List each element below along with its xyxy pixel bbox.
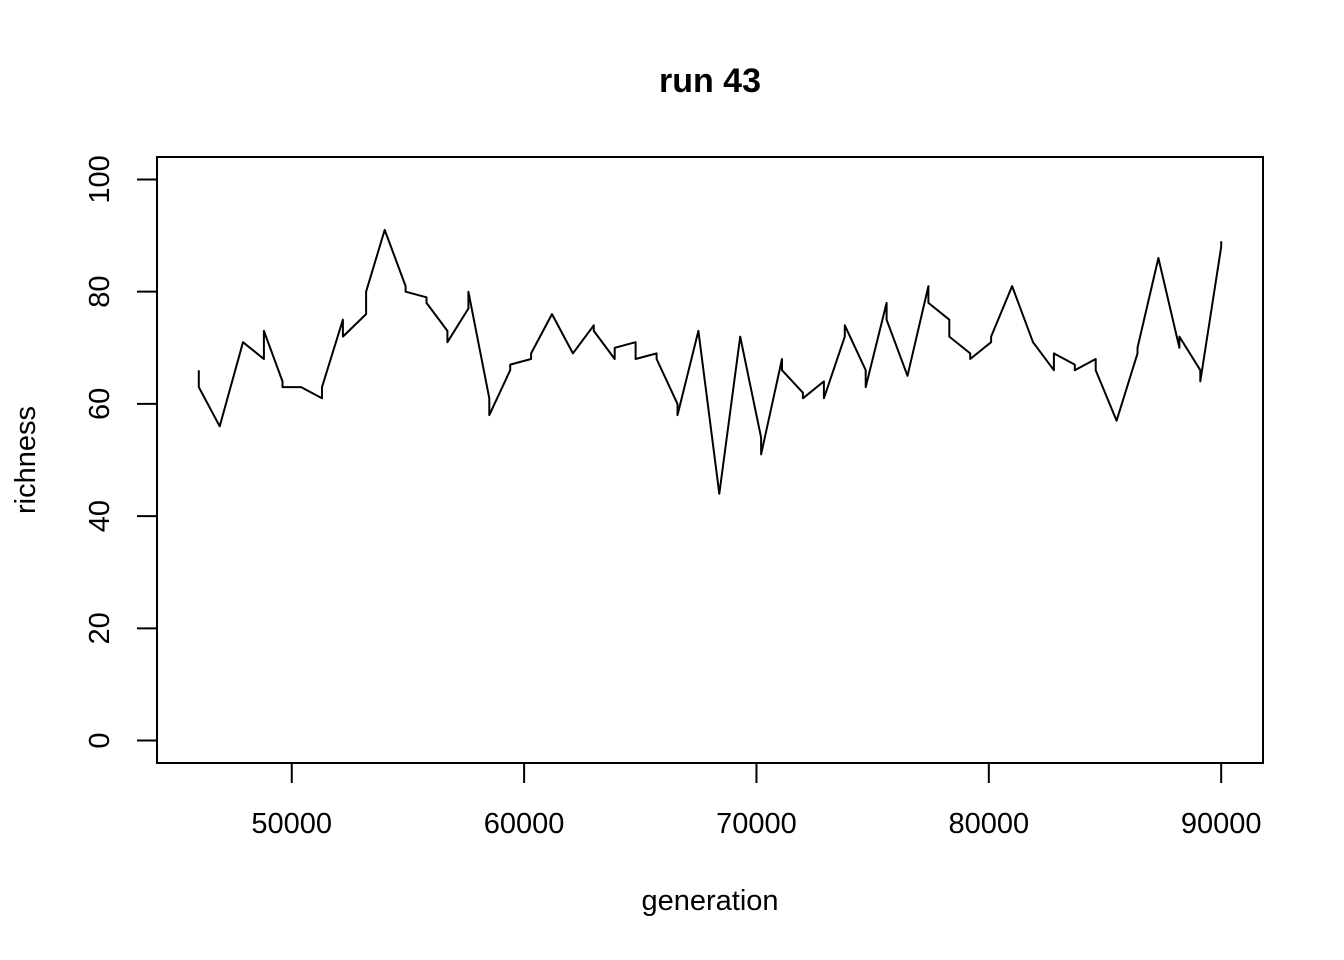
x-tick-label: 60000 bbox=[484, 808, 565, 840]
y-axis: 0 20 40 60 80 100 bbox=[84, 155, 158, 749]
x-tick-label: 80000 bbox=[948, 808, 1029, 840]
x-tick-label: 90000 bbox=[1181, 808, 1262, 840]
y-tick-label: 80 bbox=[84, 276, 116, 308]
x-tick-label: 70000 bbox=[716, 808, 797, 840]
x-axis: 50000 60000 70000 80000 90000 bbox=[251, 762, 1262, 840]
y-tick-label: 60 bbox=[84, 388, 116, 420]
y-axis-title: richness bbox=[10, 406, 42, 514]
x-axis-title: generation bbox=[641, 885, 778, 917]
chart-title: run 43 bbox=[659, 62, 761, 100]
y-tick-label: 0 bbox=[84, 732, 116, 748]
y-tick-label: 40 bbox=[84, 500, 116, 532]
series-line bbox=[197, 228, 1223, 495]
x-tick-label: 50000 bbox=[251, 808, 332, 840]
y-tick-label: 100 bbox=[84, 155, 116, 203]
series-layer bbox=[197, 228, 1223, 495]
plot-frame bbox=[156, 156, 1264, 764]
y-tick-label: 20 bbox=[84, 612, 116, 644]
